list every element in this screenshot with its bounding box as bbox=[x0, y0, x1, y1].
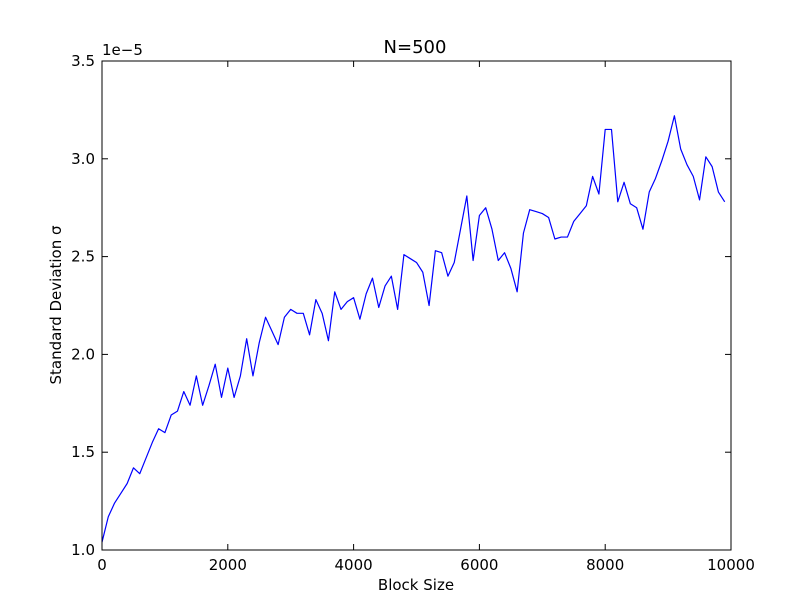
x-tick-label: 2000 bbox=[209, 556, 247, 574]
y-tick-label: 1.0 bbox=[71, 541, 95, 559]
series-line-0 bbox=[101, 115, 726, 543]
y-tick-label: 2.5 bbox=[71, 248, 95, 266]
series-layer bbox=[101, 115, 726, 543]
x-tick-label: 8000 bbox=[586, 556, 624, 574]
y-offset-label: 1e−5 bbox=[102, 41, 143, 59]
y-tick-label: 1.5 bbox=[71, 443, 95, 461]
y-tick-label: 3.5 bbox=[71, 52, 95, 70]
y-tick-label: 2.0 bbox=[71, 345, 95, 363]
x-tick-label: 6000 bbox=[460, 556, 498, 574]
x-tick-label: 10000 bbox=[707, 556, 755, 574]
plot-frame bbox=[101, 60, 732, 551]
chart-title: N=500 bbox=[384, 37, 447, 58]
x-axis-label: Block Size bbox=[378, 576, 454, 594]
x-tick-label: 0 bbox=[97, 556, 107, 574]
y-axis-label: Standard Deviation σ bbox=[47, 225, 65, 385]
x-tick-label: 4000 bbox=[335, 556, 373, 574]
y-tick-label: 3.0 bbox=[71, 150, 95, 168]
y-axis: 1.0 1.5 2.0 2.5 3.0 3.5 bbox=[71, 52, 731, 559]
x-axis: 0 2000 4000 6000 8000 10000 bbox=[97, 61, 755, 574]
